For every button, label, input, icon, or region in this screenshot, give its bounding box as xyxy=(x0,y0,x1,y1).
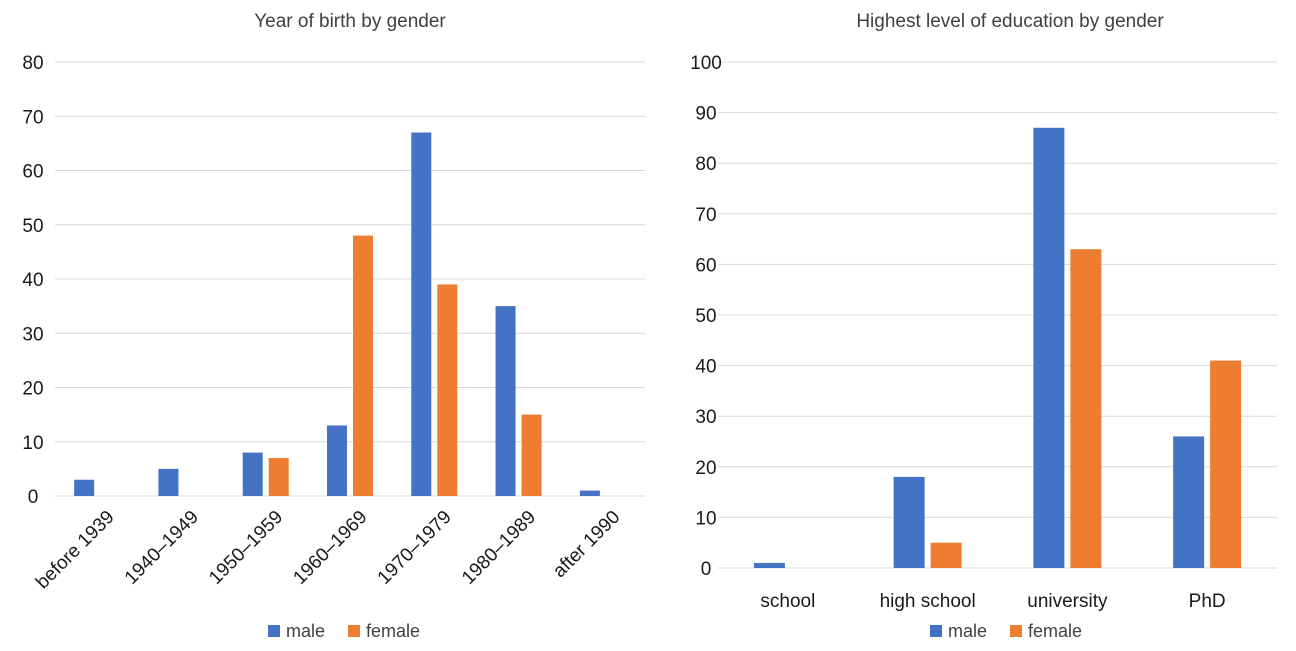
bar-male-5 xyxy=(411,132,432,496)
bar-male-3 xyxy=(1033,127,1065,568)
y-tick-label: 80 xyxy=(695,154,716,175)
bar-female-3 xyxy=(268,458,289,496)
bar-male-4 xyxy=(327,425,347,496)
legend-label-female: female xyxy=(1028,621,1082,641)
x-tick-label: after 1990 xyxy=(549,507,624,582)
y-tick-label: 40 xyxy=(22,270,43,291)
y-tick-label: 50 xyxy=(22,216,43,237)
y-tick-label: 40 xyxy=(695,357,716,378)
y-tick-label: 0 xyxy=(701,559,712,580)
x-tick-label: before 1939 xyxy=(32,507,119,594)
x-tick-label: 1960–1969 xyxy=(289,507,371,589)
chart-title: Highest level of education by gender xyxy=(856,11,1164,32)
bar-female-4 xyxy=(353,235,373,496)
bar-female-3 xyxy=(1070,249,1102,568)
y-tick-label: 100 xyxy=(690,53,722,74)
legend-swatch-female xyxy=(1010,625,1022,637)
bar-female-6 xyxy=(521,414,542,496)
x-tick-label: university xyxy=(1027,591,1108,612)
legend-label-male: male xyxy=(948,621,987,641)
y-tick-label: 90 xyxy=(695,104,716,125)
y-tick-label: 80 xyxy=(22,53,43,74)
y-tick-label: 10 xyxy=(695,508,716,529)
y-tick-label: 0 xyxy=(28,487,39,508)
bar-male-4 xyxy=(1173,436,1205,568)
legend-label-female: female xyxy=(366,621,420,641)
bar-male-2 xyxy=(158,468,179,496)
x-tick-label: 1950–1959 xyxy=(205,507,287,589)
y-tick-label: 60 xyxy=(695,255,716,276)
y-tick-label: 50 xyxy=(695,306,716,327)
x-tick-label: 1970–1979 xyxy=(374,507,456,589)
chart-1: Year of birth by gender 0 10 20 30 40 50 60 70 80… xyxy=(22,11,645,641)
legend-swatch-female xyxy=(348,625,360,637)
bar-male-3 xyxy=(242,452,263,496)
bar-female-5 xyxy=(437,284,458,496)
y-tick-label: 70 xyxy=(22,107,43,128)
legend-swatch-male xyxy=(268,625,280,637)
x-tick-label: PhD xyxy=(1189,591,1226,612)
bar-male-1 xyxy=(74,479,95,496)
y-tick-label: 30 xyxy=(22,324,43,345)
y-tick-label: 20 xyxy=(695,458,716,479)
bar-male-7 xyxy=(579,490,600,496)
x-tick-label: high school xyxy=(880,591,976,612)
bar-male-1 xyxy=(753,562,785,568)
bar-female-4 xyxy=(1210,360,1242,568)
y-tick-label: 70 xyxy=(695,205,716,226)
x-tick-label: school xyxy=(760,591,815,612)
y-tick-label: 20 xyxy=(22,379,43,400)
chart-title: Year of birth by gender xyxy=(254,11,446,32)
legend-swatch-male xyxy=(930,625,942,637)
bar-male-2 xyxy=(893,476,925,568)
y-tick-label: 60 xyxy=(22,162,43,183)
y-tick-label: 10 xyxy=(22,433,43,454)
y-tick-label: 30 xyxy=(695,407,716,428)
chart-2: Highest level of education by gender 0 10 2… xyxy=(690,11,1277,641)
x-tick-label: 1940–1949 xyxy=(121,507,203,589)
legend-label-male: male xyxy=(286,621,325,641)
x-tick-label: 1980–1989 xyxy=(458,507,540,589)
bar-female-2 xyxy=(930,542,962,568)
bar-male-6 xyxy=(495,306,516,496)
